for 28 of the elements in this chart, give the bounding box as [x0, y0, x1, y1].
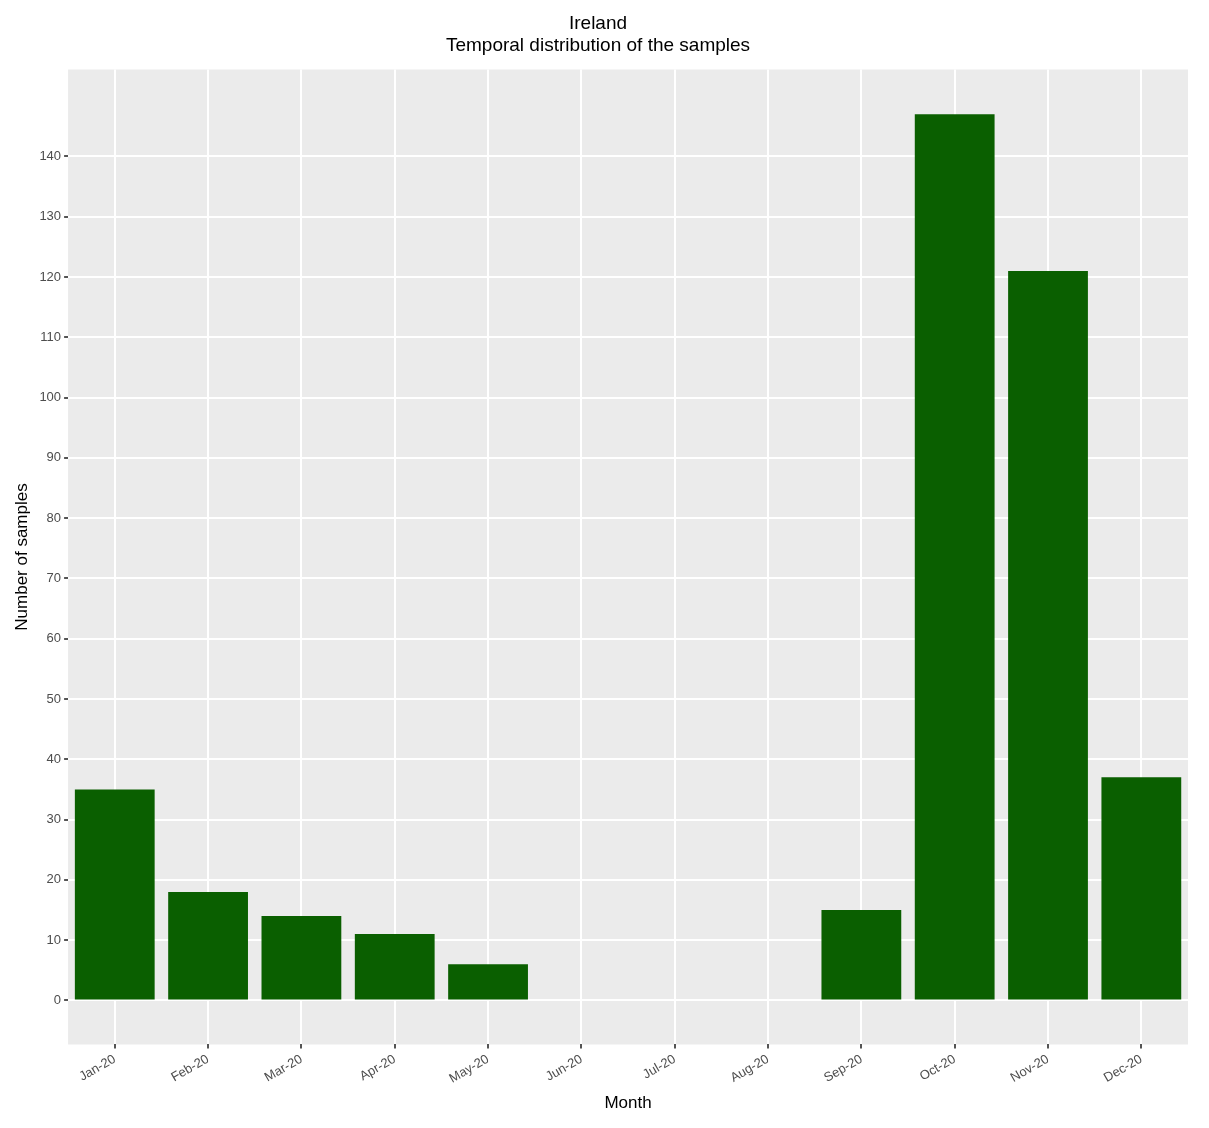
y-tick-label: 10 — [46, 931, 62, 947]
y-tick-label: 40 — [46, 750, 62, 766]
y-tick-label: 110 — [40, 328, 62, 344]
chart-subtitle: Temporal distribution of the samples — [445, 34, 751, 56]
bar — [448, 964, 528, 1000]
y-tick-label: 80 — [46, 509, 62, 525]
bar — [168, 891, 248, 1000]
bar — [821, 909, 902, 1000]
bar — [1008, 270, 1088, 1000]
y-tick-label: 130 — [39, 208, 62, 224]
y-tick-label: 90 — [46, 449, 62, 465]
bar — [74, 789, 155, 1000]
y-tick-label: 140 — [39, 147, 62, 163]
y-tick-label: 50 — [46, 690, 62, 706]
bar — [354, 934, 435, 1000]
y-tick-label: 0 — [53, 991, 62, 1007]
x-axis-title: Month — [604, 1093, 652, 1113]
y-tick-label: 20 — [46, 871, 62, 887]
y-tick-label: 60 — [46, 630, 62, 646]
y-tick-label: 30 — [46, 811, 62, 827]
y-tick-label: 100 — [39, 389, 62, 405]
chart-title: Ireland — [568, 11, 628, 33]
bar — [1101, 777, 1182, 1000]
y-tick-label: 120 — [39, 268, 62, 284]
y-tick-label: 70 — [46, 569, 62, 585]
y-axis-title: Number of samples — [11, 483, 31, 631]
bar — [261, 916, 342, 1000]
bar — [914, 114, 995, 1000]
